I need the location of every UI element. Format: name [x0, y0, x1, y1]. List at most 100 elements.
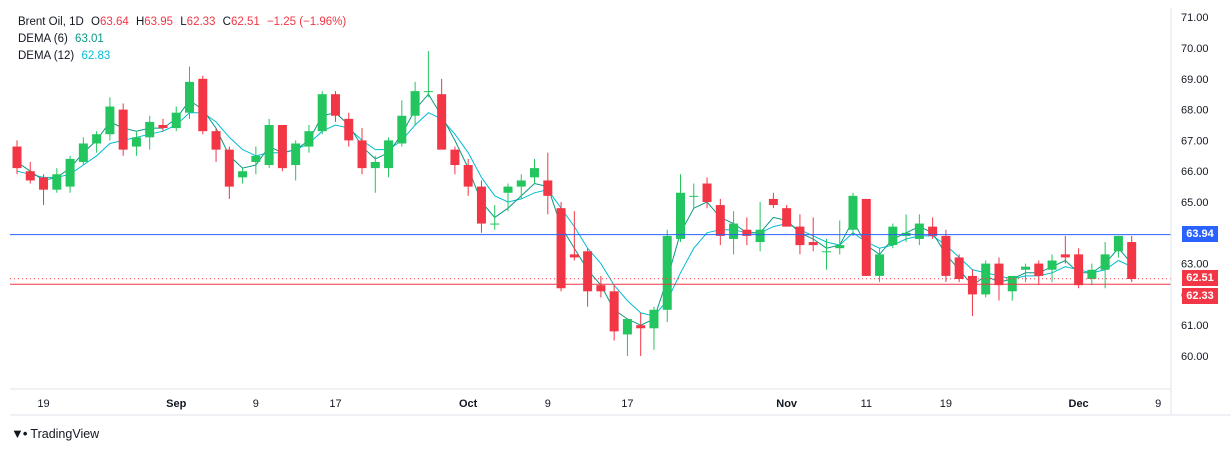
- x-tick-label: Oct: [459, 398, 478, 410]
- candle-body: [1100, 254, 1110, 270]
- candle-body: [12, 146, 22, 169]
- candle-body: [1047, 260, 1057, 270]
- candle-body: [158, 125, 168, 129]
- high-label: H: [135, 16, 145, 28]
- candle-up: [649, 306, 659, 350]
- candle-up: [914, 214, 924, 246]
- y-tick-label: 65.00: [1181, 197, 1209, 209]
- y-tick-label: 60.00: [1181, 351, 1209, 363]
- candle-body: [238, 171, 248, 178]
- candle-up: [516, 174, 526, 199]
- candle-down: [702, 177, 712, 209]
- candle-up: [835, 220, 845, 255]
- candle-body: [224, 149, 234, 187]
- candle-body: [330, 94, 340, 116]
- candle-up: [503, 183, 513, 212]
- candle-up: [370, 155, 380, 193]
- open-label: O: [91, 16, 100, 28]
- open-value: 63.64: [99, 16, 129, 28]
- candle-down: [715, 198, 725, 246]
- candle-up: [131, 131, 141, 156]
- price-axis[interactable]: 60.0061.0062.0063.0065.0066.0067.0068.00…: [1181, 12, 1209, 363]
- candle-up: [291, 140, 301, 181]
- time-axis[interactable]: 19 Sep 9 17 Oct 9 17 Nov 11 19 Dec 9: [37, 398, 1161, 410]
- dema-6-row[interactable]: DEMA (6) 63.01: [18, 31, 350, 48]
- candle-down: [583, 248, 593, 307]
- candle-body: [450, 149, 460, 166]
- candle-body: [277, 125, 287, 169]
- candle-down: [636, 312, 646, 356]
- tradingview-brand[interactable]: ▼• TradingView: [11, 426, 99, 441]
- candle-down: [1127, 235, 1137, 283]
- candle-body: [463, 165, 473, 187]
- candle-body: [768, 198, 778, 206]
- x-tick-label: 17: [329, 398, 341, 410]
- candle-up: [384, 137, 394, 178]
- candle-body: [848, 195, 858, 230]
- candle-body: [583, 251, 593, 292]
- candle-up: [662, 229, 672, 323]
- candle-down: [476, 180, 486, 233]
- candle-up: [1100, 242, 1110, 289]
- symbol-label[interactable]: Brent Oil, 1D: [18, 16, 84, 28]
- candle-body: [729, 223, 739, 239]
- candle-body: [171, 112, 181, 129]
- candle-body: [92, 134, 102, 144]
- candle-up: [238, 168, 248, 184]
- close-label: C: [222, 16, 231, 28]
- candle-up: [875, 248, 885, 283]
- candle-down: [941, 229, 951, 283]
- candle-down: [768, 192, 778, 209]
- candle-body: [569, 254, 579, 258]
- candle-body: [211, 131, 221, 150]
- candle-body: [954, 257, 964, 279]
- dema-6-value: 63.01: [75, 33, 104, 45]
- candle-down: [967, 269, 977, 316]
- candle-down: [158, 118, 168, 132]
- candle-up: [1047, 254, 1057, 283]
- candle-down: [198, 75, 208, 135]
- candle-body: [888, 226, 898, 246]
- candle-up: [729, 211, 739, 255]
- x-tick-label: 11: [861, 398, 872, 410]
- candle-up: [92, 131, 102, 153]
- dema-12-row[interactable]: DEMA (12) 62.83: [18, 48, 350, 65]
- y-tick-label: 71.00: [1181, 12, 1209, 24]
- candle-body: [928, 226, 938, 236]
- candle-down: [782, 205, 792, 227]
- candle-up: [171, 106, 181, 132]
- candle-up: [423, 51, 433, 98]
- candle-up: [105, 97, 115, 141]
- candle-body: [1074, 254, 1084, 286]
- candle-down: [463, 158, 473, 196]
- candle-down: [556, 202, 566, 292]
- candle-body: [609, 291, 619, 332]
- candle-down: [357, 128, 367, 175]
- candle-body: [370, 161, 380, 169]
- candle-down: [118, 103, 128, 156]
- candle-up: [1113, 235, 1123, 258]
- candle-body: [821, 251, 831, 253]
- candlestick-series: [12, 51, 1137, 356]
- x-tick-label: 9: [1155, 398, 1161, 410]
- candle-up: [52, 168, 62, 193]
- close-value: 62.51: [230, 16, 260, 28]
- candle-body: [914, 223, 924, 239]
- candle-body: [437, 94, 447, 150]
- candle-up: [251, 146, 261, 175]
- high-price-tag: 63.94: [1182, 226, 1218, 242]
- candle-body: [78, 143, 88, 162]
- y-tick-label: 70.00: [1181, 43, 1209, 55]
- candle-body: [185, 81, 195, 113]
- candle-up: [981, 260, 991, 298]
- candle-down: [609, 285, 619, 341]
- change-value: −1.25 (−1.96%): [266, 16, 347, 28]
- dema-12-value: 62.83: [81, 50, 111, 62]
- candle-up: [755, 202, 765, 252]
- candle-down: [1060, 235, 1070, 264]
- candle-body: [875, 254, 885, 276]
- plot-background: [10, 8, 1171, 389]
- candle-body: [52, 174, 62, 190]
- candle-body: [795, 226, 805, 246]
